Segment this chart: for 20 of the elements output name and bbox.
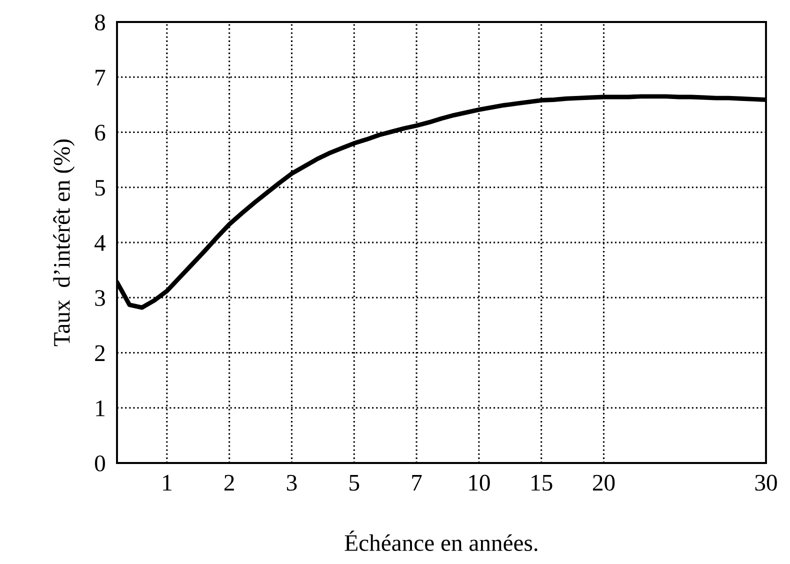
y-tick-label: 8 — [94, 14, 105, 30]
x-tick-label: 2 — [224, 474, 234, 490]
x-tick-label: 20 — [592, 474, 615, 491]
x-tick-label: 7 — [412, 475, 422, 490]
y-tick-label: 5 — [95, 180, 105, 196]
y-tick-label: 6 — [95, 124, 106, 141]
y-tick-label: 2 — [95, 345, 105, 361]
x-tick-label: 10 — [469, 474, 490, 491]
y-tick-label: 4 — [94, 235, 106, 251]
y-tick-label: 3 — [95, 290, 105, 306]
x-tick-label: 3 — [286, 474, 297, 491]
y-tick-label: 7 — [96, 70, 106, 86]
y-tick-label: 1 — [96, 400, 104, 416]
x-tick-label: 15 — [532, 474, 552, 491]
y-axis-title: Taux d’intérêt en (%) — [53, 139, 75, 346]
x-tick-label: 30 — [755, 474, 777, 491]
x-tick-label: 1 — [163, 474, 172, 490]
x-axis-title: Échéance en années. — [344, 530, 538, 552]
x-tick-label: 5 — [350, 475, 360, 491]
y-tick-label: 0 — [94, 455, 105, 472]
